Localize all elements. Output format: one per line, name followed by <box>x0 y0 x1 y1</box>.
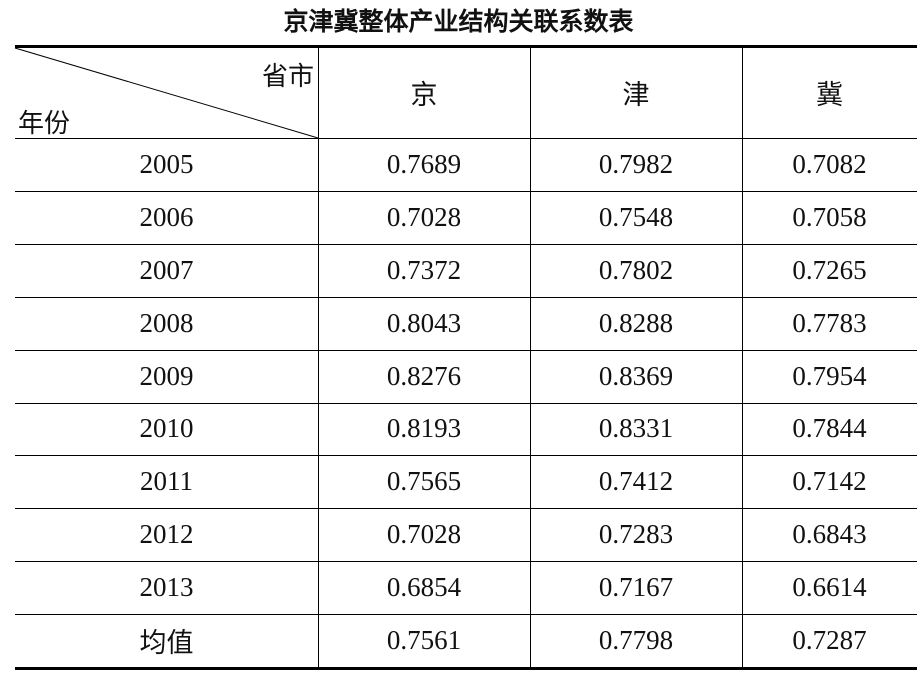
row-label: 2005 <box>139 148 194 179</box>
row-line <box>15 614 917 616</box>
column-header: 津 <box>622 80 650 110</box>
column-line <box>530 47 531 667</box>
column-line <box>742 47 743 667</box>
value-cell: 0.7265 <box>792 254 867 285</box>
row-label: 2011 <box>140 466 193 497</box>
value-cell: 0.7082 <box>792 148 867 179</box>
row-line <box>15 508 917 510</box>
value-cell: 0.7372 <box>386 254 462 285</box>
row-label: 2013 <box>139 572 194 603</box>
value-cell: 0.6843 <box>792 519 867 550</box>
value-cell: 0.7028 <box>386 519 462 550</box>
row-label: 2012 <box>139 519 194 550</box>
value-cell: 0.7565 <box>386 466 462 497</box>
row-label: 2009 <box>139 360 194 391</box>
value-cell: 0.7954 <box>792 360 867 391</box>
value-cell: 0.7561 <box>386 625 462 656</box>
value-cell: 0.7798 <box>598 625 674 656</box>
value-cell: 0.7689 <box>386 148 462 179</box>
value-cell: 0.8043 <box>386 307 462 338</box>
value-cell: 0.7167 <box>598 572 674 603</box>
row-label: 2008 <box>139 307 194 338</box>
row-label: 2007 <box>139 254 194 285</box>
value-cell: 0.7142 <box>792 466 867 497</box>
value-cell: 0.8369 <box>598 360 674 391</box>
value-cell: 0.7028 <box>386 201 462 232</box>
column-header: 冀 <box>816 80 843 110</box>
value-cell: 0.7783 <box>792 307 867 338</box>
corner-top-label: 省市 <box>262 62 315 92</box>
value-cell: 0.7283 <box>598 519 674 550</box>
value-cell: 0.8288 <box>598 307 674 338</box>
value-cell: 0.7548 <box>598 201 674 232</box>
value-cell: 0.7982 <box>598 148 674 179</box>
row-line <box>15 455 917 457</box>
bottom-rule <box>15 667 917 670</box>
value-cell: 0.6854 <box>386 572 462 603</box>
value-cell: 0.7287 <box>792 625 867 656</box>
corner-bottom-label: 年份 <box>18 109 71 139</box>
column-line <box>318 47 319 667</box>
header-rule <box>15 138 917 139</box>
value-cell: 0.7844 <box>792 413 867 444</box>
value-cell: 0.8331 <box>598 413 674 444</box>
row-label: 均值 <box>139 628 194 659</box>
value-cell: 0.8193 <box>386 413 462 444</box>
value-cell: 0.7412 <box>598 466 674 497</box>
row-line <box>15 349 917 351</box>
column-header: 京 <box>410 80 438 110</box>
value-cell: 0.7058 <box>792 201 867 232</box>
row-label: 2006 <box>139 201 194 232</box>
top-rule <box>15 45 917 48</box>
value-cell: 0.6614 <box>792 572 867 603</box>
value-cell: 0.8276 <box>386 360 462 391</box>
row-line <box>15 402 917 404</box>
value-cell: 0.7802 <box>598 254 674 285</box>
row-line <box>15 190 917 192</box>
row-label: 2010 <box>139 413 194 444</box>
table-title: 京津冀整体产业结构关联系数表 <box>283 7 634 36</box>
row-line <box>15 296 917 298</box>
row-line <box>15 561 917 563</box>
row-line <box>15 243 917 245</box>
